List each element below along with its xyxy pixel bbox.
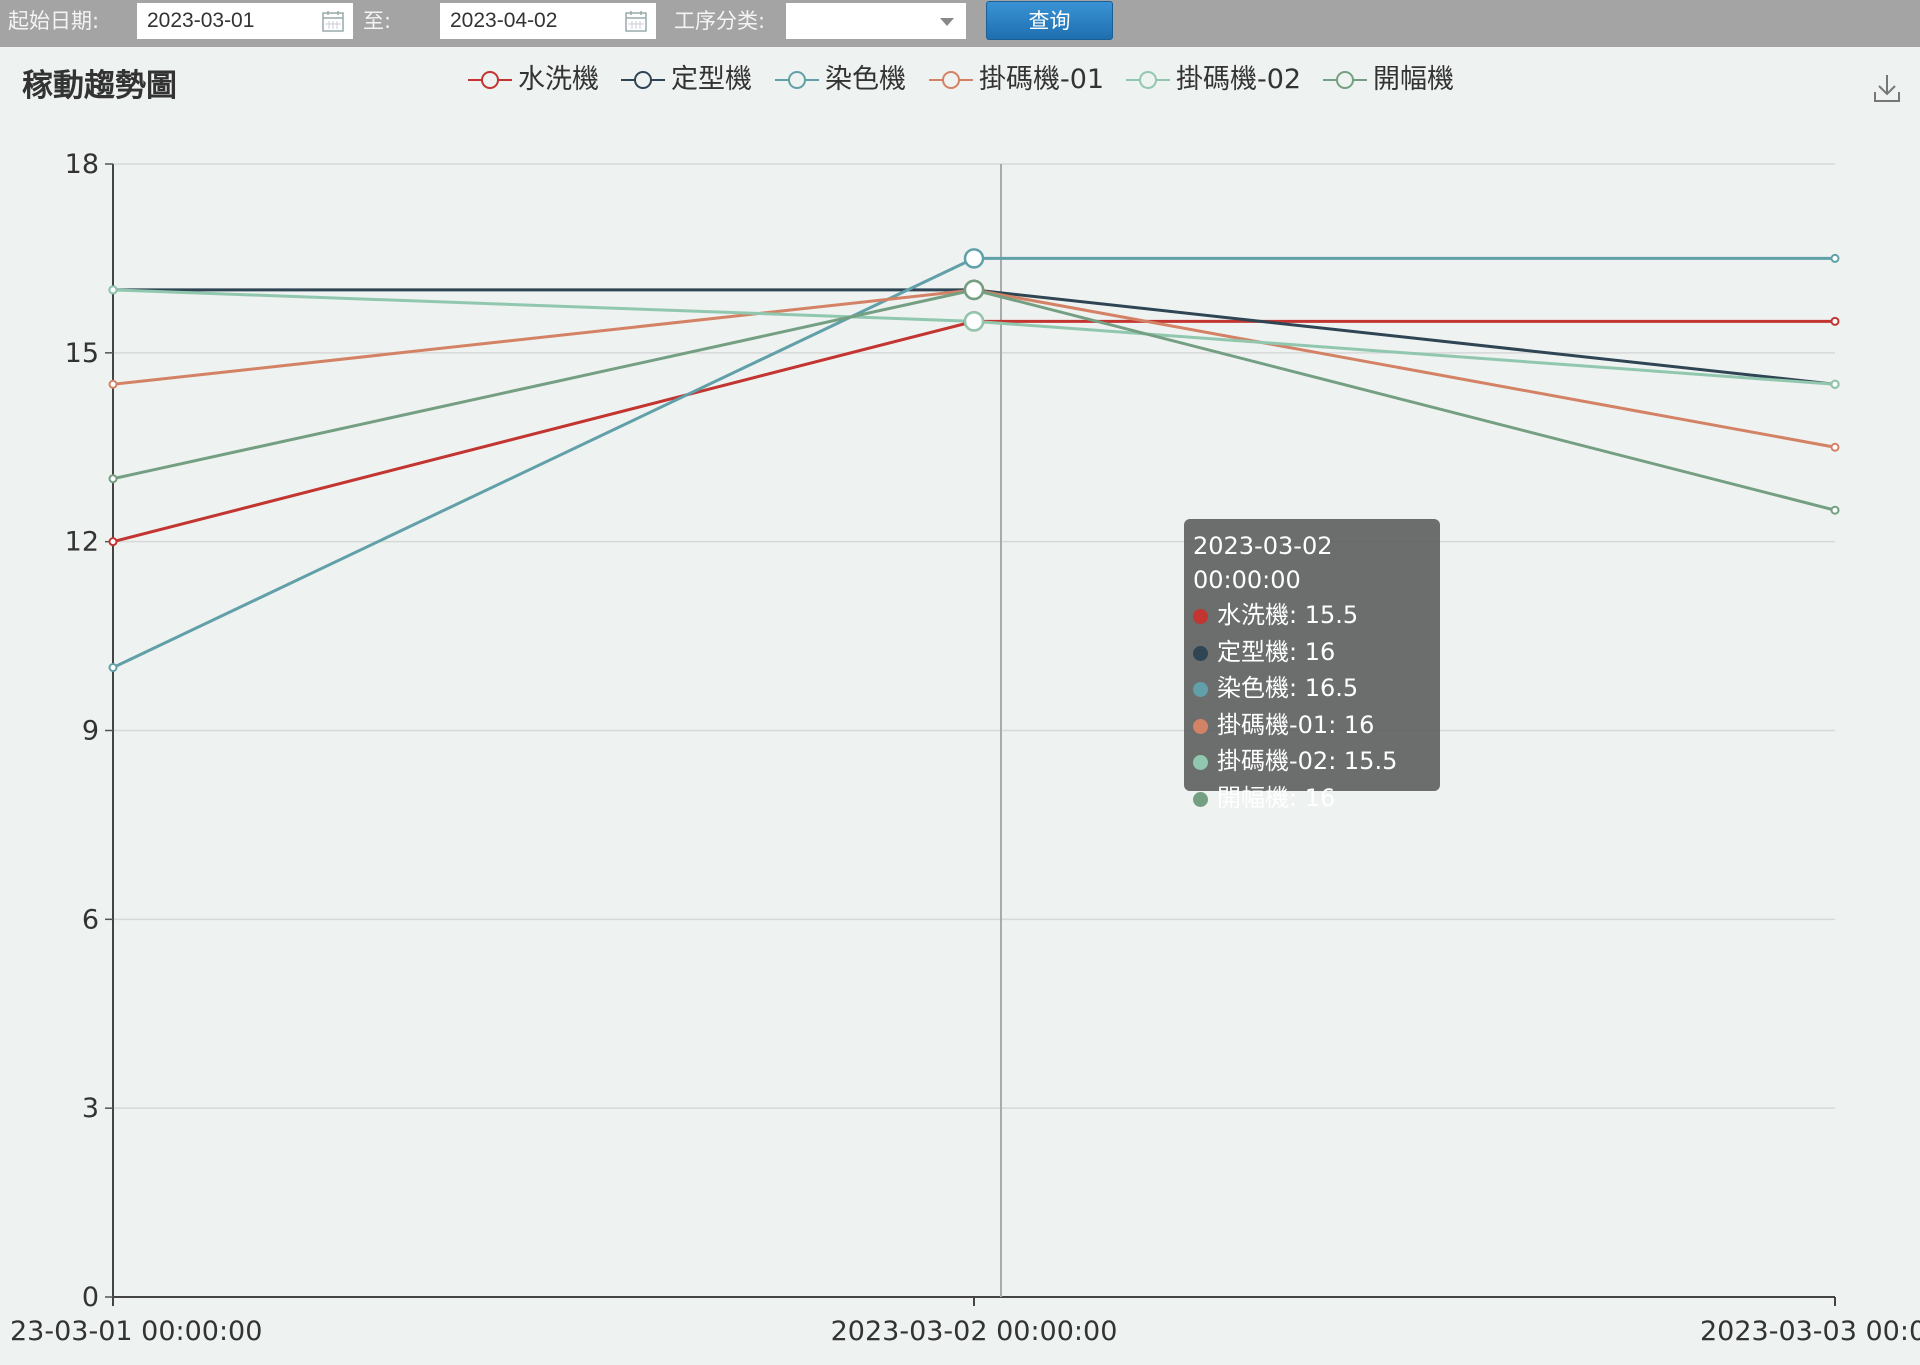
category-select[interactable] [786,3,966,39]
hover-tooltip: 2023-03-02 00:00:00 水洗機: 15.5 定型機: 16 染色… [1184,519,1440,812]
start-date-value: 2023-03-01 [147,9,255,32]
legend-marker-4 [929,71,973,89]
data-point-6[interactable] [963,279,985,301]
filter-toolbar: 起始日期: 2023-03-01 至: 2023-04-02 工序分类: [0,0,1920,47]
x-axis-ticks: 23-03-01 00:00:00 2023-03-02 00:00:00 2023… [10,1297,1920,1347]
end-date-input[interactable]: 2023-04-02 [440,3,656,39]
chart-title: 稼動趨勢圖 [22,68,177,104]
series-line-2[interactable] [113,288,1836,386]
tooltip-row: 定型機: 16 [1193,634,1440,671]
start-date-input[interactable]: 2023-03-01 [137,3,353,39]
tooltip-dot-6 [1193,791,1208,807]
data-point-4[interactable] [108,379,118,389]
data-point-5[interactable] [963,311,985,332]
tooltip-dot-3 [1193,682,1208,697]
tooltip-row: 染色機: 16.5 [1193,670,1440,707]
y-tick-label: 9 [82,716,99,747]
data-point-6[interactable] [1830,505,1840,515]
calendar-icon[interactable] [321,9,345,33]
legend-label-4: 掛碼機-01 [979,64,1105,95]
data-point-4[interactable] [1830,442,1840,452]
calendar-icon[interactable] [624,9,648,33]
data-point-3[interactable] [108,663,118,673]
y-tick-label: 6 [82,904,99,935]
to-label: 至: [363,9,392,33]
legend-marker-5 [1126,71,1170,89]
y-tick-label: 15 [65,338,99,369]
legend-marker-2 [621,71,665,89]
grid-lines [113,163,1835,1109]
legend-label-3: 染色機 [825,64,906,95]
x-tick-label: 2023-03-03 00:0( [1700,1316,1920,1347]
tooltip-value-2: 定型機: 16 [1217,637,1336,666]
tooltip-dot-5 [1193,755,1208,770]
tooltip-value-4: 掛碼機-01: 16 [1217,710,1375,739]
y-tick-label: 3 [82,1093,99,1124]
y-tick-label: 18 [65,149,99,180]
y-tick-label: 0 [82,1282,99,1313]
x-tick-label: 23-03-01 00:00:00 [10,1316,262,1347]
x-tick-label: 2023-03-02 00:00:00 [831,1316,1118,1347]
tooltip-row: 開幅機: 16 [1193,780,1440,817]
legend-marker-3 [775,71,819,89]
legend-label-6: 開幅機 [1373,64,1454,95]
download-icon[interactable] [1872,72,1902,104]
data-point-1[interactable] [1830,316,1840,326]
tooltip-title: 2023-03-02 00:00:00 [1193,532,1333,594]
tooltip-row: 水洗機: 15.5 [1193,597,1440,634]
data-point-3[interactable] [1830,253,1840,263]
start-date-label: 起始日期: [8,9,100,33]
series-line-5[interactable] [112,288,1836,386]
y-tick-label: 12 [65,527,99,558]
chevron-down-icon[interactable] [940,18,954,26]
legend-label-1: 水洗機 [518,64,599,95]
data-point-5[interactable] [108,285,118,295]
data-point-3[interactable] [963,248,985,269]
tooltip-row: 掛碼機-01: 16 [1193,707,1440,744]
legend-label-2: 定型機 [671,64,752,95]
tooltip-value-1: 水洗機: 15.5 [1217,601,1359,629]
data-point-5[interactable] [1830,379,1840,389]
legend-marker-6 [1323,71,1367,89]
tooltip-row: 掛碼機-02: 15.5 [1193,743,1440,780]
end-date-value: 2023-04-02 [450,9,558,32]
tooltip-value-6: 開幅機: 16 [1217,783,1336,812]
query-button[interactable]: 查询 [986,1,1113,40]
data-point-1[interactable] [108,537,118,547]
series-line-1[interactable] [112,319,1835,544]
legend-marker-1 [468,71,512,89]
y-axis-ticks: 0 3 6 9 12 15 18 [65,149,113,1313]
series-lines [108,248,1840,673]
data-point-6[interactable] [108,474,118,484]
tooltip-value-5: 掛碼機-02: 15.5 [1217,747,1398,775]
tooltip-dot-1 [1193,609,1208,624]
tooltip-value-3: 染色機: 16.5 [1217,674,1359,702]
tooltip-dot-2 [1193,645,1208,661]
tooltip-dot-4 [1193,718,1208,734]
legend-label-5: 掛碼機-02 [1176,64,1302,95]
category-label: 工序分类: [674,9,766,33]
